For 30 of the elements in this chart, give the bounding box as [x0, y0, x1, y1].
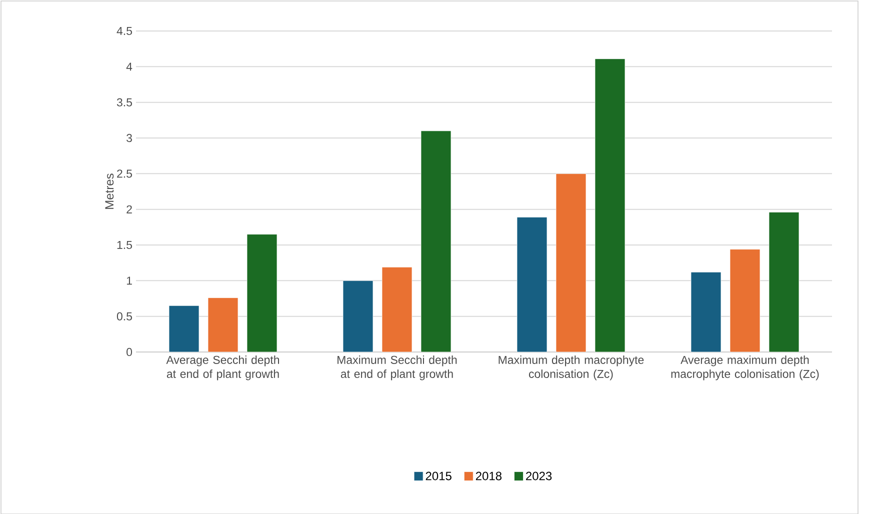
x-tick-label: Average Secchi depth at end of plant growth — [166, 355, 280, 380]
y-axis-title: Metres — [105, 173, 114, 209]
legend-label: 2023 — [526, 472, 552, 480]
y-tick-label: 1.5 — [117, 240, 132, 249]
y-tick-label: 1 — [126, 276, 132, 284]
bar — [516, 216, 548, 352]
y-tick-label: 2 — [126, 205, 132, 214]
bar — [556, 173, 586, 352]
bar — [246, 234, 278, 352]
y-tick-label: 3 — [126, 134, 132, 142]
bar — [168, 305, 200, 352]
x-tick-label: Maximum depth macrophyte colonisation (Zc) — [498, 355, 644, 380]
y-tick-label: 0.5 — [116, 312, 132, 320]
y-tick-label: 2.5 — [117, 169, 132, 178]
y-tick-label: 4.5 — [116, 26, 132, 35]
y-tick-label: 4 — [126, 62, 132, 70]
y-tick-label: 3.5 — [116, 98, 132, 106]
bar — [730, 248, 760, 352]
legend-label: 2015 — [426, 472, 452, 480]
x-tick-label: Maximum Secchi depth at end of plant growth — [338, 355, 457, 380]
y-tick-label: 0 — [126, 348, 132, 356]
bar — [690, 272, 722, 352]
bar — [342, 280, 374, 352]
bar — [594, 58, 626, 352]
bar — [420, 130, 452, 352]
bar — [768, 212, 800, 352]
bar — [208, 297, 238, 352]
legend-label: 2018 — [476, 472, 502, 480]
x-tick-label: Average maximum depth macrophyte colonisation (Zc) — [671, 355, 819, 380]
bar — [382, 266, 412, 352]
